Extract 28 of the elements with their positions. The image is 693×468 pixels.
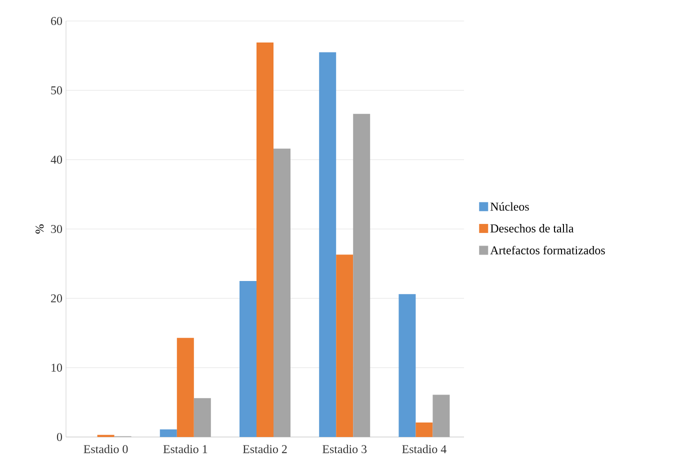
x-tick-label: Estadio 3 <box>322 444 367 454</box>
bar <box>194 398 211 437</box>
bar <box>274 148 290 437</box>
y-axis-title: % <box>36 224 44 234</box>
x-tick-label: Estadio 1 <box>163 444 208 454</box>
bar <box>240 281 256 437</box>
bar <box>256 42 274 437</box>
y-tick-label: 30 <box>51 224 62 234</box>
y-tick-label: 10 <box>52 364 62 372</box>
x-tick-label: Estadio 0 <box>84 444 128 454</box>
y-tick-label: 60 <box>51 16 62 26</box>
bar <box>416 422 433 437</box>
legend-label: Artefactos formatizados <box>490 246 605 254</box>
legend-label: Desechos de talla <box>490 224 574 232</box>
bar <box>398 294 416 437</box>
bar <box>353 114 370 437</box>
y-tick-label: 50 <box>51 86 62 94</box>
bar <box>160 429 177 437</box>
x-tick-label: Estadio 4 <box>402 444 446 454</box>
y-tick-label: 40 <box>50 156 62 164</box>
bar <box>336 254 354 437</box>
y-tick-label: 20 <box>51 294 62 302</box>
y-tick-label: 0 <box>56 432 62 442</box>
bar <box>319 52 336 437</box>
bar <box>432 394 450 437</box>
legend-label: Núcleos <box>490 202 529 211</box>
bar <box>176 338 194 437</box>
x-tick-label: Estadio 2 <box>242 444 287 454</box>
